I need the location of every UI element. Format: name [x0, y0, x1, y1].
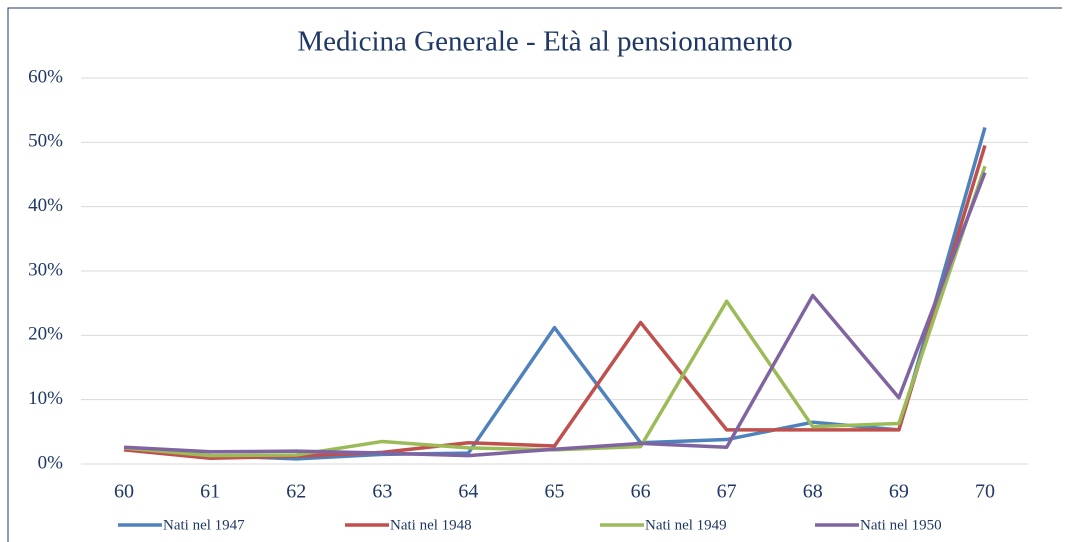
series-line	[123, 127, 987, 461]
y-tick-label: 30%	[28, 259, 63, 280]
x-tick-label: 66	[631, 481, 651, 503]
x-tick-label: 69	[889, 481, 909, 503]
x-tick-label: 70	[975, 481, 995, 503]
x-tick-label: 61	[200, 481, 220, 503]
y-tick-label: 0%	[38, 452, 64, 473]
legend-label: Nati nel 1949	[645, 517, 727, 533]
x-tick-label: 67	[717, 481, 737, 503]
x-tick-label: 60	[114, 481, 134, 503]
series-line	[123, 171, 987, 458]
y-tick-label: 50%	[28, 131, 63, 152]
y-tick-label: 40%	[28, 195, 63, 216]
x-tick-label: 68	[803, 481, 823, 503]
frame	[7, 7, 1062, 542]
x-tick-label: 65	[545, 481, 565, 503]
legend-label: Nati nel 1947	[163, 517, 245, 533]
series-line	[123, 145, 987, 460]
x-tick-label: 63	[372, 481, 392, 503]
series-line	[123, 165, 987, 458]
x-tick-label: 62	[286, 481, 306, 503]
y-tick-label: 10%	[28, 388, 63, 409]
y-tick-label: 60%	[28, 66, 63, 87]
legend-label: Nati nel 1948	[390, 517, 472, 533]
chart-title: Medicina Generale - Età al pensionamento	[297, 26, 792, 58]
x-tick-label: 64	[458, 481, 478, 503]
legend-label: Nati nel 1950	[860, 517, 942, 533]
y-tick-label: 20%	[28, 324, 63, 345]
